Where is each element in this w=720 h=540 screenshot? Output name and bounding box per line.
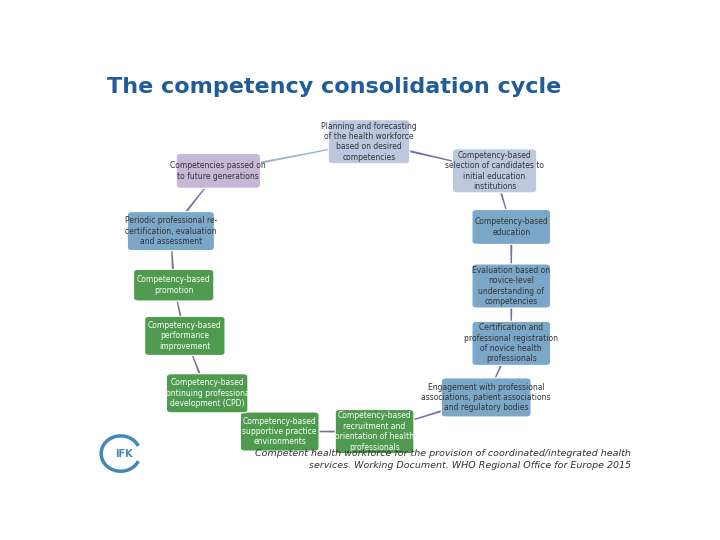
Text: Planning and forecasting
of the health workforce
based on desired
competencies: Planning and forecasting of the health w… [321, 122, 417, 162]
FancyBboxPatch shape [133, 269, 214, 301]
FancyBboxPatch shape [328, 120, 410, 164]
FancyBboxPatch shape [145, 316, 225, 355]
Text: Competency-based
selection of candidates to
initial education
institutions: Competency-based selection of candidates… [445, 151, 544, 191]
Text: Competency-based
continuing professional
development (CPD): Competency-based continuing professional… [162, 379, 252, 408]
Text: Periodic professional re-
certification, evaluation
and assessment: Periodic professional re- certification,… [125, 216, 217, 246]
Text: Certification and
professional registration
of novice health
professionals: Certification and professional registrat… [464, 323, 558, 363]
Text: Competency-based
education: Competency-based education [474, 217, 548, 237]
FancyBboxPatch shape [240, 412, 319, 451]
Text: Competency-based
supportive practice
environments: Competency-based supportive practice env… [243, 417, 317, 447]
Text: Competency-based
performance
improvement: Competency-based performance improvement [148, 321, 222, 351]
FancyBboxPatch shape [472, 264, 551, 308]
Text: Competency-based
recruitment and
orientation of health
professionals: Competency-based recruitment and orienta… [335, 411, 414, 451]
Text: Engagement with professional
associations, patient associations
and regulatory b: Engagement with professional association… [421, 382, 551, 413]
FancyBboxPatch shape [336, 409, 414, 454]
FancyBboxPatch shape [166, 374, 248, 413]
FancyBboxPatch shape [441, 378, 531, 417]
Text: Competency-based
promotion: Competency-based promotion [137, 275, 210, 295]
FancyBboxPatch shape [452, 149, 536, 193]
Text: Competent health workforce for the provision of coordinated/integrated health: Competent health workforce for the provi… [256, 449, 631, 458]
FancyBboxPatch shape [472, 210, 551, 245]
FancyBboxPatch shape [127, 212, 215, 251]
Text: IFK: IFK [114, 449, 132, 458]
Text: services. Working Document. WHO Regional Office for Europe 2015: services. Working Document. WHO Regional… [310, 461, 631, 470]
FancyBboxPatch shape [176, 153, 261, 188]
Text: Evaluation based on
novice-level
understanding of
competencies: Evaluation based on novice-level underst… [472, 266, 550, 306]
Text: The competency consolidation cycle: The competency consolidation cycle [107, 77, 561, 97]
FancyBboxPatch shape [472, 321, 551, 366]
Text: Competencies passed on
to future generations: Competencies passed on to future generat… [171, 161, 266, 180]
